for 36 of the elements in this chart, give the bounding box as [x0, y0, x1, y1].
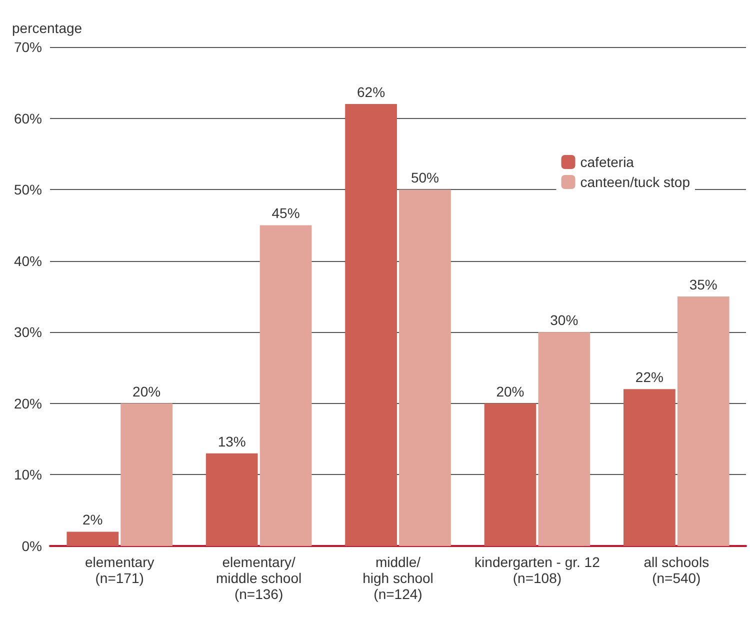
y-tick-label: 40% [14, 252, 42, 269]
bar [260, 225, 312, 546]
data-label: 13% [218, 433, 246, 450]
bar [206, 453, 258, 546]
bar [66, 532, 119, 546]
y-tick-label: 20% [14, 395, 42, 412]
legend-label: cafeteria [580, 154, 634, 170]
x-tick-label: kindergarten - gr. 12 (n=108) [474, 554, 600, 586]
x-tick-label: elementary/ middle school (n=136) [216, 554, 302, 602]
data-label: 20% [496, 383, 524, 400]
data-label: 2% [82, 512, 103, 528]
y-tick-label: 10% [14, 466, 42, 483]
bar [624, 389, 676, 546]
data-label: 22% [635, 369, 664, 386]
data-label: 30% [550, 312, 578, 328]
bar [484, 403, 536, 546]
y-tick-label: 30% [14, 324, 42, 340]
data-label: 35% [689, 276, 718, 292]
data-label: 45% [272, 205, 300, 222]
y-axis-title: percentage [12, 20, 82, 36]
bar [538, 332, 590, 546]
data-label: 62% [357, 84, 386, 100]
y-tick-label: 0% [22, 538, 42, 554]
y-tick-label: 70% [14, 39, 42, 55]
data-label: 50% [410, 170, 439, 186]
bar [345, 104, 397, 546]
bar [399, 190, 451, 546]
bar [677, 296, 730, 546]
y-tick-label: 50% [14, 182, 42, 198]
legend-label: canteen/tuck stop [580, 174, 690, 190]
x-tick-label: elementary (n=171) [84, 554, 154, 586]
x-tick-label: all schools (n=540) [644, 554, 710, 586]
y-tick-label: 60% [14, 110, 42, 126]
x-tick-label: middle/ high school (n=124) [362, 554, 434, 602]
data-label: 20% [132, 383, 161, 400]
bar [120, 403, 172, 546]
